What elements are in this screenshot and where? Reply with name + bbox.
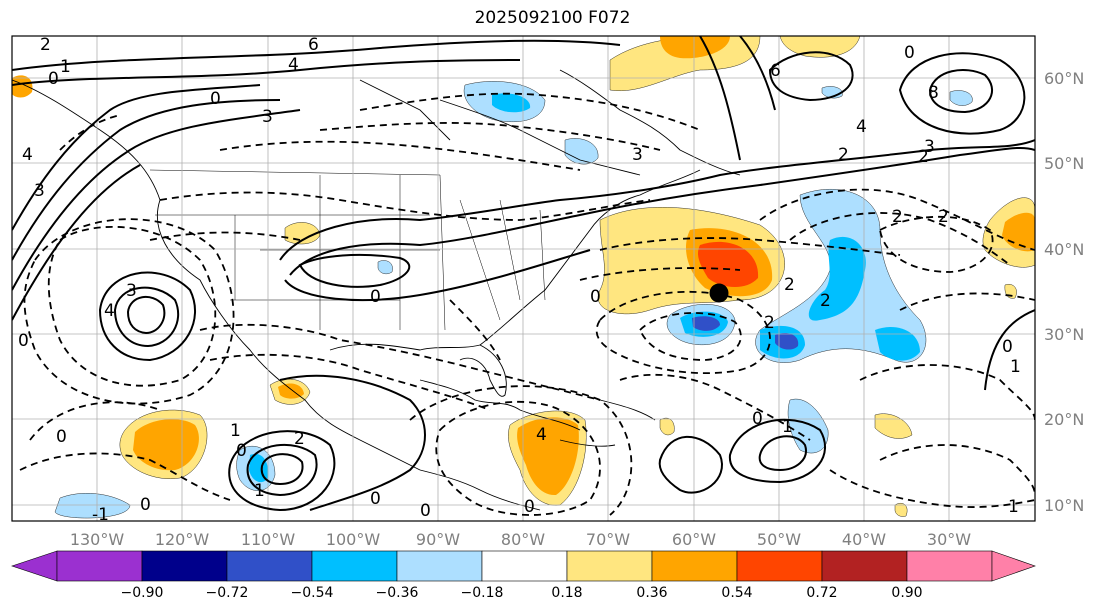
contour-label: 0 bbox=[370, 489, 381, 509]
lon-label: 40°W bbox=[842, 530, 886, 549]
contour-label: 1 bbox=[254, 481, 265, 501]
contour-label: 1 bbox=[60, 57, 71, 77]
negative-contours bbox=[19, 92, 1035, 516]
lon-axis-labels: 130°W 120°W 110°W 100°W 90°W 80°W 70°W 6… bbox=[70, 530, 971, 549]
contour-label: 3 bbox=[34, 181, 45, 201]
contour-label: 0 bbox=[524, 497, 535, 517]
colorbar-bin bbox=[311, 550, 398, 582]
contour-label: 1 bbox=[1010, 357, 1021, 377]
contour-label: 0 bbox=[210, 89, 221, 109]
contour-label: 3 bbox=[924, 137, 935, 157]
lon-label: 80°W bbox=[501, 530, 545, 549]
colorbar-bin bbox=[56, 550, 143, 582]
colorbar-tick: −0.36 bbox=[375, 585, 419, 601]
contour-label: 2 bbox=[764, 313, 775, 333]
map-title: 2025092100 F072 bbox=[474, 8, 631, 28]
contour-label: 0 bbox=[56, 427, 67, 447]
map-frame bbox=[11, 35, 1036, 522]
contour-label: 0 bbox=[1002, 337, 1013, 357]
contour-label: 2 bbox=[838, 145, 849, 165]
lat-label: 10°N bbox=[1044, 496, 1084, 515]
lat-label: 30°N bbox=[1044, 325, 1084, 344]
contour-labels: 2 1 0 6 4 0 3 4 2 2 3 8 6 0 2 2 2 2 2 0 … bbox=[18, 35, 1021, 525]
contour-label: 4 bbox=[288, 55, 299, 75]
colorbar-tick: 0.36 bbox=[636, 585, 668, 601]
storm-center-marker bbox=[709, 283, 729, 303]
lon-label: 30°W bbox=[927, 530, 971, 549]
contour-label: 4 bbox=[536, 425, 547, 445]
lat-axis-labels: 60°N 50°N 40°N 30°N 20°N 10°N bbox=[1044, 69, 1084, 515]
contour-label: 2 bbox=[892, 207, 903, 227]
colorbar-tick: 0.18 bbox=[551, 585, 583, 601]
contour-label: 0 bbox=[420, 501, 431, 521]
contour-label: 0 bbox=[140, 495, 151, 515]
colorbar-bin bbox=[821, 550, 908, 582]
colorbar-extend-min bbox=[11, 550, 58, 582]
gridlines bbox=[12, 36, 1035, 521]
contour-label: -1 bbox=[92, 505, 109, 525]
colorbar bbox=[11, 550, 1036, 582]
colorbar-bin bbox=[651, 550, 738, 582]
lon-label: 120°W bbox=[155, 530, 210, 549]
contour-label: 3 bbox=[632, 145, 643, 165]
colorbar-tick: 0.72 bbox=[806, 585, 838, 601]
contour-label: 0 bbox=[236, 441, 247, 461]
contour-label: 1 bbox=[1008, 497, 1019, 517]
colorbar-bin bbox=[906, 550, 993, 582]
colorbar-tick: −0.90 bbox=[120, 585, 164, 601]
colorbar-bin bbox=[566, 550, 653, 582]
contour-label: 1 bbox=[782, 417, 793, 437]
contour-label: 4 bbox=[22, 145, 33, 165]
lon-label: 70°W bbox=[586, 530, 630, 549]
contour-label: 2 bbox=[40, 35, 51, 55]
contour-label: 6 bbox=[770, 61, 781, 81]
contour-label: 4 bbox=[856, 117, 867, 137]
contour-label: 6 bbox=[308, 35, 319, 55]
warm-anomaly-atlantic-peak bbox=[697, 241, 759, 288]
colorbar-bin bbox=[481, 550, 568, 582]
lon-label: 90°W bbox=[416, 530, 460, 549]
colorbar-extend-max bbox=[991, 550, 1036, 582]
contour-label: 0 bbox=[18, 331, 29, 351]
lon-label: 100°W bbox=[326, 530, 381, 549]
colorbar-tick: −0.72 bbox=[205, 585, 249, 601]
contour-label: 1 bbox=[230, 421, 241, 441]
lat-label: 50°N bbox=[1044, 154, 1084, 173]
colorbar-bin bbox=[226, 550, 313, 582]
colorbar-tick: 0.90 bbox=[891, 585, 923, 601]
positive-contours bbox=[12, 36, 1035, 512]
lon-label: 50°W bbox=[757, 530, 801, 549]
contour-label: 0 bbox=[590, 287, 601, 307]
lat-label: 40°N bbox=[1044, 240, 1084, 259]
lon-label: 130°W bbox=[70, 530, 125, 549]
contour-label: 8 bbox=[928, 83, 939, 103]
colorbar-bin bbox=[736, 550, 823, 582]
lon-label: 110°W bbox=[241, 530, 296, 549]
contour-label: 3 bbox=[262, 107, 273, 127]
state-borders bbox=[149, 169, 546, 331]
contour-label: 0 bbox=[904, 43, 915, 63]
lat-label: 60°N bbox=[1044, 69, 1084, 88]
lat-label: 20°N bbox=[1044, 410, 1084, 429]
contour-label: 0 bbox=[370, 287, 381, 307]
contour-label: 0 bbox=[752, 409, 763, 429]
colorbar-bin bbox=[141, 550, 228, 582]
contour-label: 2 bbox=[938, 207, 949, 227]
colorbar-bin bbox=[396, 550, 483, 582]
contour-label: 3 bbox=[126, 281, 137, 301]
contour-label: 4 bbox=[104, 301, 115, 321]
colorbar-tick: −0.54 bbox=[290, 585, 334, 601]
lon-label: 60°W bbox=[672, 530, 716, 549]
contour-label: 2 bbox=[784, 275, 795, 295]
colorbar-tick: 0.54 bbox=[721, 585, 753, 601]
contour-label: 2 bbox=[918, 147, 929, 167]
contour-label: 2 bbox=[820, 291, 831, 311]
contour-label: 2 bbox=[294, 429, 305, 449]
colorbar-tick: −0.18 bbox=[460, 585, 504, 601]
contour-label: 0 bbox=[48, 69, 59, 89]
